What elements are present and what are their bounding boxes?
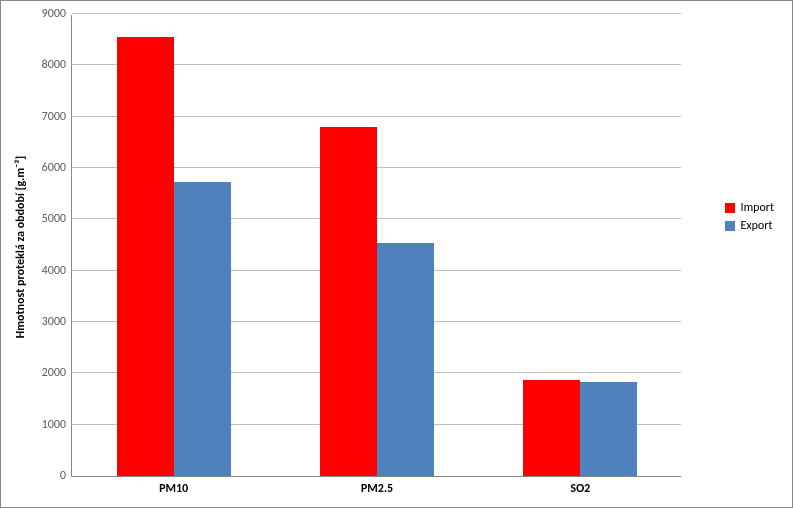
gridline (72, 13, 681, 14)
y-tick-label: 8000 (42, 58, 72, 72)
bar-export (174, 182, 231, 476)
y-tick-label: 1000 (42, 418, 72, 432)
bar-import (117, 37, 174, 476)
legend-label: Export (741, 219, 773, 233)
y-tick-label: 6000 (42, 161, 72, 175)
plot-area: 0100020003000400050006000700080009000PM1… (71, 15, 681, 477)
y-tick-label: 5000 (42, 212, 72, 226)
y-tick-label: 7000 (42, 110, 72, 124)
x-tick-label: PM10 (159, 476, 188, 496)
bar-export (580, 382, 637, 476)
y-tick-label: 2000 (42, 366, 72, 380)
chart-container: 0 1000 2000 3000 4000 5000 6000 7000 8000 9000 PM1… (0, 0, 793, 508)
legend-item: Import (725, 199, 774, 217)
legend-swatch (725, 203, 735, 213)
x-tick-label: SO2 (570, 476, 590, 496)
y-tick-label: 3000 (42, 315, 72, 329)
legend-item: Export (725, 217, 774, 235)
y-tick-label: 9000 (42, 7, 72, 21)
bar-export (377, 243, 434, 476)
bar-import (523, 380, 580, 476)
y-tick-label: 4000 (42, 264, 72, 278)
y-axis-label: Hmotnost proteklá za období [g.m⁻²] (14, 156, 28, 339)
legend-swatch (725, 221, 735, 231)
legend: Import Export (725, 199, 774, 235)
x-tick-label: PM2.5 (361, 476, 393, 496)
y-tick-label: 0 (60, 469, 72, 483)
legend-label: Import (741, 201, 774, 215)
bar-import (320, 127, 377, 476)
